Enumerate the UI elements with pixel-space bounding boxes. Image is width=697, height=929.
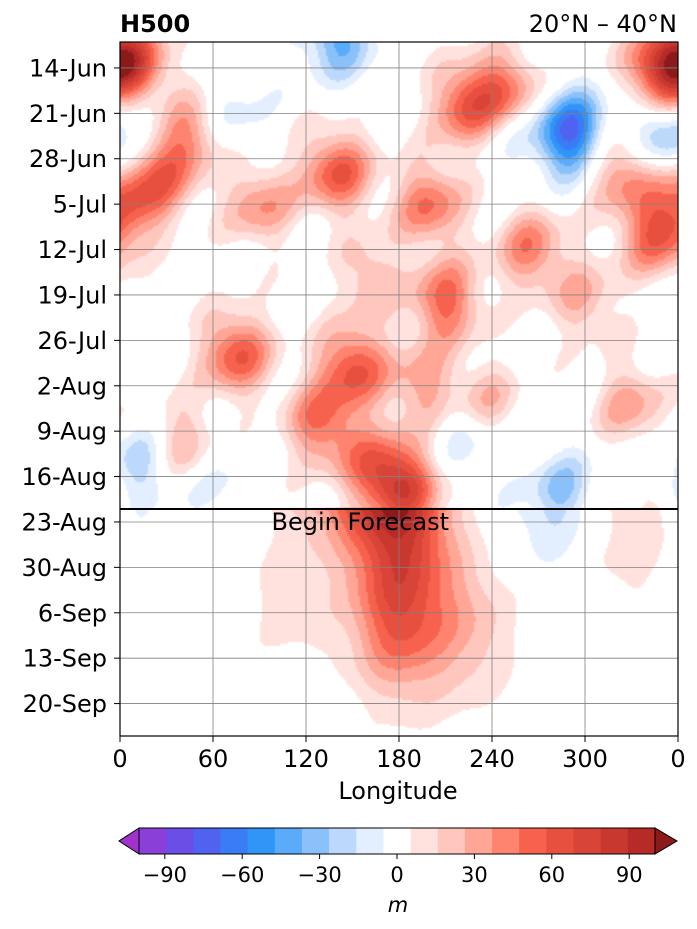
y-tick-label-5: 19-Jul [38,281,108,309]
grid-horizontal [120,67,678,704]
colorbar-tick-label-5: 60 [538,863,565,887]
chart-title-left: H500 [120,10,190,38]
colorbar: −90 −60 −30 0 30 60 90 [118,827,678,887]
colorbar-tick-label-6: 90 [616,863,643,887]
x-tick-label-6: 0 [670,745,685,773]
x-tick-label-2: 120 [283,745,329,773]
y-tick-label-8: 9-Aug [37,418,107,446]
colorbar-tick-label-3: 0 [390,863,403,887]
y-tick-label-9: 16-Aug [21,463,107,491]
y-tick-label-2: 28-Jun [29,145,107,173]
colorbar-segment-0 [139,828,167,854]
colorbar-segment-13 [492,828,520,854]
colorbar-segment-5 [274,828,303,854]
colorbar-label: m [388,893,408,917]
x-tick-label-3: 180 [376,745,422,773]
x-tick-label-4: 240 [469,745,515,773]
colorbar-segment-17 [600,828,629,854]
colorbar-segment-10 [410,828,439,854]
x-axis: 0 60 120 180 240 300 0 [112,736,686,773]
x-axis-label: Longitude [338,777,457,805]
y-tick-label-3: 5-Jul [53,191,107,219]
colorbar-segment-2 [193,828,221,854]
colorbar-segment-8 [356,828,384,854]
x-tick-label-1: 60 [198,745,229,773]
y-tick-label-7: 2-Aug [37,372,107,400]
y-axis: 14-Jun 21-Jun 28-Jun 5-Jul 12-Jul 19-Jul 26-Ju… [21,54,120,718]
y-tick-label-12: 6-Sep [38,599,107,627]
colorbar-tick-label-2: −30 [297,863,341,887]
forecast-label: Begin Forecast [271,508,449,536]
colorbar-over-arrow [654,827,678,855]
y-tick-label-1: 21-Jun [29,100,107,128]
y-tick-label-6: 26-Jul [38,327,108,355]
chart-title-right: 20°N – 40°N [529,10,677,38]
colorbar-segment-12 [464,828,493,854]
x-tick-label-5: 300 [562,745,608,773]
colorbar-segment-4 [247,828,276,854]
x-tick-label-0: 0 [112,745,127,773]
colorbar-segment-18 [627,828,656,854]
colorbar-segment-7 [329,828,357,854]
y-tick-label-0: 14-Jun [29,54,107,82]
colorbar-segment-15 [546,828,575,854]
y-tick-label-14: 20-Sep [23,690,107,718]
y-tick-label-10: 23-Aug [21,508,107,536]
colorbar-segment-14 [519,828,547,854]
colorbar-under-arrow [118,827,140,855]
y-tick-label-13: 13-Sep [23,645,107,673]
colorbar-segment-3 [220,828,249,854]
colorbar-segment-9 [383,828,412,854]
grid-vertical [212,42,586,736]
colorbar-tick-label-0: −90 [143,863,187,887]
colorbar-tick-label-4: 30 [461,863,488,887]
colorbar-segment-11 [437,828,466,854]
colorbar-segment-1 [166,828,194,854]
colorbar-segment-16 [573,828,602,854]
colorbar-tick-label-1: −60 [220,863,264,887]
y-tick-label-4: 12-Jul [38,236,108,264]
colorbar-segment-6 [301,828,330,854]
y-tick-label-11: 30-Aug [21,554,107,582]
